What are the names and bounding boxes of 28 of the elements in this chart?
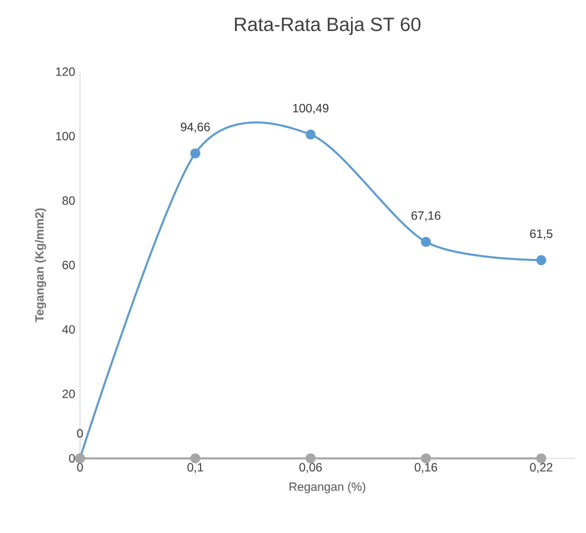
x-tick-label: 0,06 [299, 463, 322, 473]
data-label: 0 [77, 429, 83, 438]
point [420, 453, 431, 464]
y-tick-label: 80 [62, 196, 75, 205]
data-label: 94,66 [180, 122, 210, 133]
x-tick-label: 0 [77, 463, 83, 472]
point [420, 236, 431, 247]
point [536, 453, 546, 464]
point [536, 255, 546, 266]
data-label: 67,16 [412, 211, 440, 222]
y-tick-label: 120 [56, 67, 75, 76]
y-tick-label: 40 [62, 325, 75, 334]
point [306, 453, 316, 464]
y-axis-title: Tegangan (Kg/mm2) [34, 208, 46, 322]
data-label: 61,5 [530, 230, 552, 240]
point [190, 148, 200, 158]
y-tick-label: 0 [69, 454, 75, 463]
x-tick-label: 0,22 [530, 463, 552, 473]
y-tick-label: 20 [62, 390, 75, 398]
x-tick-label: 0,16 [414, 463, 438, 473]
chart-title: Rata-Rata Baja ST 60 [234, 17, 420, 35]
x-tick-label: 0,1 [187, 463, 204, 473]
data-label: 100,49 [293, 104, 328, 114]
x-axis-title: Regangan (%) [290, 482, 366, 494]
point [306, 130, 316, 140]
y-tick-label: 60 [62, 260, 75, 270]
point [190, 453, 200, 464]
y-tick-label: 100 [56, 132, 75, 140]
